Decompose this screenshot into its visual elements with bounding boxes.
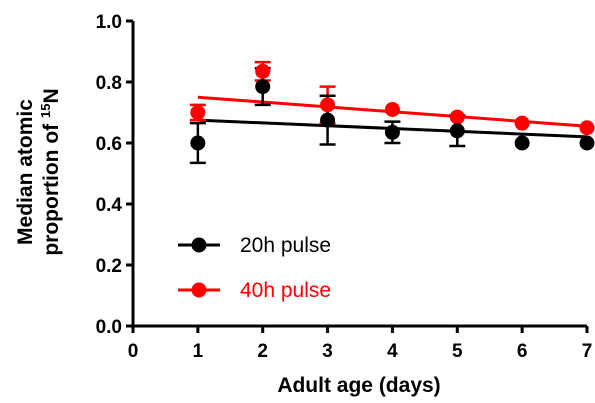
data-point (449, 123, 465, 139)
y-tick-label: 0.8 (96, 73, 122, 94)
data-point (190, 105, 206, 120)
y-axis-title: Median atomic proportion of 15N (14, 88, 63, 255)
legend-label: 20h pulse (240, 234, 331, 257)
y-tick-label: 0.2 (96, 256, 122, 277)
x-axis-title: Adult age (days) (277, 374, 440, 397)
legend-marker (191, 282, 207, 298)
x-tick-label: 2 (257, 341, 268, 362)
y-tick-label: 1.0 (96, 12, 122, 33)
y-tick-label: 0.0 (96, 317, 122, 338)
x-tick-label: 7 (582, 341, 593, 362)
y-axis-title-line1: Median atomic (14, 99, 37, 245)
x-tick-label: 0 (128, 341, 139, 362)
data-point (514, 135, 530, 151)
y-axis-title-line2: proportion of 15N (38, 88, 63, 255)
y-axis-title-superscript: 15 (38, 104, 53, 118)
data-point (514, 115, 530, 131)
y-axis-title-prefix: proportion of (40, 118, 63, 256)
y-axis-title-suffix: N (40, 88, 63, 103)
data-point (449, 109, 465, 125)
data-point (320, 112, 336, 128)
x-tick-label: 6 (517, 341, 528, 362)
x-tick-label: 5 (452, 341, 463, 362)
data-point (579, 120, 595, 136)
legend-label: 40h pulse (240, 279, 331, 302)
data-points (190, 63, 595, 151)
data-point (579, 135, 595, 151)
data-point (384, 124, 400, 140)
legend-marker (191, 237, 207, 253)
x-tick-label: 4 (387, 341, 398, 362)
data-point (384, 101, 400, 117)
y-tick-label: 0.6 (96, 134, 122, 155)
x-tick-label: 3 (322, 341, 333, 362)
error-bars (189, 60, 466, 165)
data-point (255, 63, 271, 79)
legend: 20h pulse 40h pulse (178, 234, 331, 302)
data-point (190, 135, 206, 151)
axes: 0.0 0.2 0.4 0.6 0.8 1.0 0 1 2 3 4 5 6 7 (96, 12, 593, 362)
y-tick-label: 0.4 (96, 195, 123, 216)
data-point (320, 97, 336, 113)
data-point (255, 79, 271, 95)
x-tick-label: 1 (193, 341, 204, 362)
